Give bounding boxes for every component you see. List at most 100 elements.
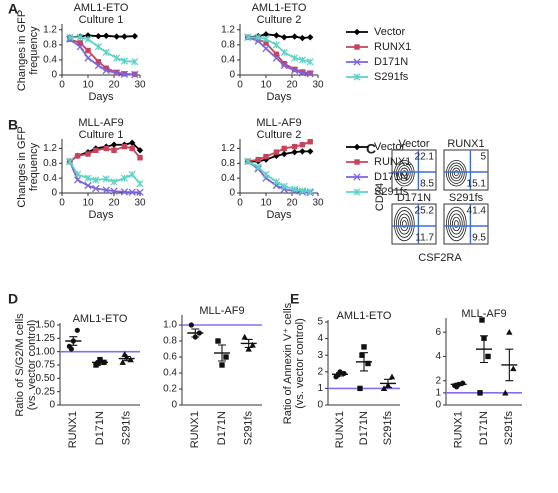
point xyxy=(102,48,110,57)
chart-title: AML1-ETO xyxy=(74,2,129,14)
y-tick-label: 1.50 xyxy=(36,320,56,331)
legend-marker xyxy=(353,173,361,181)
error-bar xyxy=(69,336,78,346)
point xyxy=(102,66,110,75)
point xyxy=(361,344,367,350)
point xyxy=(307,148,314,155)
point xyxy=(272,178,281,186)
x-tick-label: D171N xyxy=(94,411,106,445)
point xyxy=(281,34,288,41)
legend-marker xyxy=(354,44,360,50)
contour xyxy=(447,210,465,238)
chart-title: MLL-AF9 xyxy=(78,117,123,129)
contour xyxy=(394,206,415,242)
y-tick-label: 0 xyxy=(229,70,235,81)
point xyxy=(112,54,121,62)
point xyxy=(219,362,225,368)
point xyxy=(280,61,288,70)
x-tick-label: S291fs xyxy=(382,411,394,446)
point xyxy=(215,338,221,344)
point xyxy=(131,70,139,79)
y-tick-label: 0.6 xyxy=(163,352,177,363)
point xyxy=(84,35,92,43)
contour xyxy=(395,162,413,184)
point xyxy=(273,149,280,155)
point xyxy=(84,54,92,62)
x-tick-label: 0 xyxy=(237,80,243,91)
point xyxy=(131,58,139,66)
point xyxy=(272,41,281,49)
error-bar xyxy=(218,344,226,362)
x-tick-label: D171N xyxy=(358,411,370,445)
legend-marker xyxy=(353,58,361,66)
x-tick-label: 20 xyxy=(286,80,298,91)
point xyxy=(299,69,306,75)
x-tick-label: 20 xyxy=(286,198,298,209)
point xyxy=(273,51,280,57)
point xyxy=(306,58,314,66)
legend-label: RUNX1 xyxy=(374,156,411,168)
x-axis-label: CSF2RA xyxy=(418,252,462,264)
x-tick-label: 20 xyxy=(108,80,120,91)
panel-name: D171N xyxy=(397,192,431,204)
legend-marker xyxy=(353,28,361,36)
point xyxy=(280,182,288,190)
point xyxy=(94,61,103,70)
x-tick-label: 0 xyxy=(59,80,65,91)
point xyxy=(306,70,314,78)
panel-label: E xyxy=(290,291,299,307)
point xyxy=(102,175,110,183)
x-tick-label: 10 xyxy=(82,198,94,209)
point xyxy=(273,32,280,39)
point xyxy=(94,43,103,51)
legend-label: RUNX1 xyxy=(374,41,411,53)
point xyxy=(73,170,82,179)
legend-marker xyxy=(353,188,361,196)
point xyxy=(291,33,298,40)
contour xyxy=(449,165,463,182)
error-bar xyxy=(122,355,131,362)
point xyxy=(92,184,100,193)
panel-name: RUNX1 xyxy=(447,138,484,150)
point xyxy=(95,32,102,40)
point xyxy=(113,33,120,40)
quadrant-value: 25.2 xyxy=(415,206,435,217)
point xyxy=(291,148,298,156)
point xyxy=(97,356,103,363)
point xyxy=(131,32,138,40)
x-tick-label: RUNX1 xyxy=(189,411,201,448)
point xyxy=(188,322,194,328)
point xyxy=(262,35,270,43)
point xyxy=(121,143,128,150)
panel-name: S291fs xyxy=(449,192,484,204)
point xyxy=(299,34,306,42)
legend-marker xyxy=(353,143,361,151)
point xyxy=(365,360,371,367)
quadrant-value: 22.1 xyxy=(415,152,435,163)
point xyxy=(262,44,270,53)
point xyxy=(136,147,144,154)
legend-marker xyxy=(353,73,361,81)
point xyxy=(93,147,99,153)
contour xyxy=(401,170,407,177)
chart-title: Culture 2 xyxy=(257,129,302,141)
y-tick-label: 1.2 xyxy=(43,143,57,154)
chart-title: AML1-ETO xyxy=(73,313,128,325)
error-bar xyxy=(244,338,253,348)
point xyxy=(137,155,143,161)
y-axis-label: (vs. vector control) xyxy=(26,320,38,410)
contour xyxy=(453,220,459,228)
x-tick-label: 10 xyxy=(82,80,94,91)
point xyxy=(263,40,269,46)
chart-title: AML1-ETO xyxy=(252,2,307,14)
legend-label: Vector xyxy=(374,26,406,38)
point xyxy=(510,365,517,372)
contour xyxy=(446,159,467,187)
y-tick-label: 1 xyxy=(317,383,323,394)
point xyxy=(506,328,513,335)
point xyxy=(111,147,117,153)
point xyxy=(298,69,307,77)
chart-title: AML1-ETO xyxy=(337,310,392,322)
chart-title: Culture 1 xyxy=(79,14,124,26)
y-tick-label: 1.2 xyxy=(221,143,235,154)
